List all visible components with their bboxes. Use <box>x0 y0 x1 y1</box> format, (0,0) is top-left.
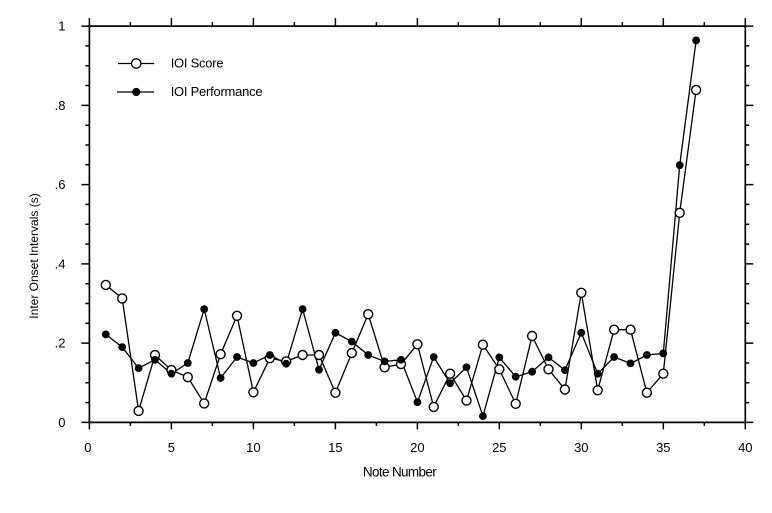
svg-text:0: 0 <box>58 415 65 430</box>
svg-text:Inter Onset Intervals (s): Inter Onset Intervals (s) <box>27 193 41 318</box>
svg-text:IOI Performance: IOI Performance <box>171 84 263 99</box>
svg-text:.8: .8 <box>55 98 66 113</box>
svg-text:30: 30 <box>574 440 588 455</box>
svg-text:.2: .2 <box>55 336 66 351</box>
svg-text:40: 40 <box>738 440 752 455</box>
svg-text:0: 0 <box>84 440 91 455</box>
svg-text:35: 35 <box>656 440 670 455</box>
svg-text:15: 15 <box>328 440 342 455</box>
svg-text:Note Number: Note Number <box>363 465 437 480</box>
svg-text:5: 5 <box>168 440 175 455</box>
svg-text:IOI Score: IOI Score <box>171 56 224 71</box>
svg-text:.6: .6 <box>55 177 66 192</box>
svg-text:1: 1 <box>58 19 65 34</box>
svg-text:25: 25 <box>492 440 506 455</box>
svg-text:10: 10 <box>246 440 260 455</box>
svg-text:.4: .4 <box>55 257 66 272</box>
svg-text:20: 20 <box>410 440 424 455</box>
